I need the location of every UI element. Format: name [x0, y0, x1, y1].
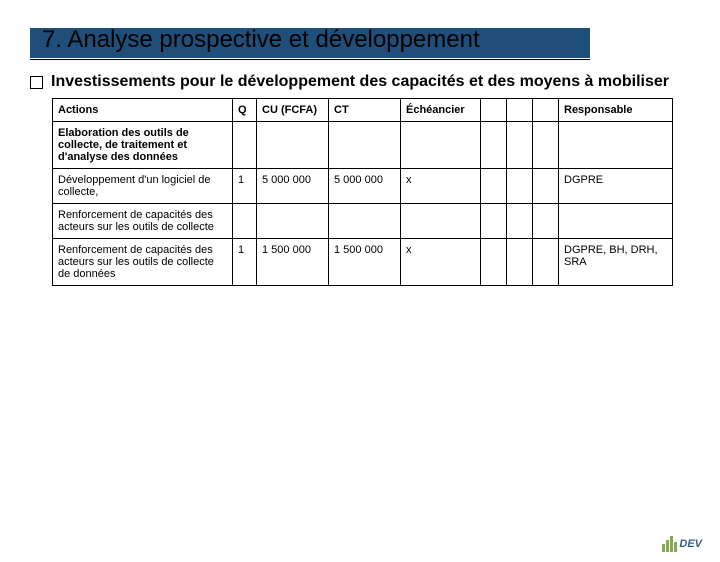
cell-e3	[507, 168, 533, 203]
table-row: Elaboration des outils de collecte, de t…	[53, 121, 673, 168]
th-e2	[481, 98, 507, 121]
cell-actions: Développement d'un logiciel de collecte,	[53, 168, 233, 203]
cell-e3	[507, 203, 533, 238]
th-actions: Actions	[53, 98, 233, 121]
cell-actions: Elaboration des outils de collecte, de t…	[53, 121, 233, 168]
table-row: Renforcement de capacités des acteurs su…	[53, 203, 673, 238]
cell-e2	[481, 238, 507, 285]
cell-e4	[533, 121, 559, 168]
th-q: Q	[233, 98, 257, 121]
cell-e4	[533, 168, 559, 203]
cell-ct	[329, 203, 401, 238]
cell-q	[233, 203, 257, 238]
th-cu: CU (FCFA)	[257, 98, 329, 121]
cell-resp	[559, 203, 673, 238]
cell-e2	[481, 121, 507, 168]
cell-e1	[401, 203, 481, 238]
cell-e2	[481, 168, 507, 203]
cell-e3	[507, 238, 533, 285]
cell-actions: Renforcement de capacités des acteurs su…	[53, 203, 233, 238]
th-e4	[533, 98, 559, 121]
cell-e1: x	[401, 168, 481, 203]
cell-e4	[533, 203, 559, 238]
table-row: Développement d'un logiciel de collecte,…	[53, 168, 673, 203]
th-ct: CT	[329, 98, 401, 121]
table-header-row: Actions Q CU (FCFA) CT Échéancier Respon…	[53, 98, 673, 121]
th-responsable: Responsable	[559, 98, 673, 121]
cell-e1: x	[401, 238, 481, 285]
cell-q: 1	[233, 238, 257, 285]
cell-resp	[559, 121, 673, 168]
cell-q: 1	[233, 168, 257, 203]
cell-ct: 5 000 000	[329, 168, 401, 203]
th-echeancier: Échéancier	[401, 98, 481, 121]
subtitle-row: Investissements pour le développement de…	[30, 72, 690, 92]
table-row: Renforcement de capacités des acteurs su…	[53, 238, 673, 285]
cell-e3	[507, 121, 533, 168]
footer-logo: DEV	[662, 536, 702, 552]
cell-ct	[329, 121, 401, 168]
cell-ct: 1 500 000	[329, 238, 401, 285]
cell-e4	[533, 238, 559, 285]
cell-resp: DGPRE	[559, 168, 673, 203]
cell-cu	[257, 121, 329, 168]
cell-cu: 1 500 000	[257, 238, 329, 285]
investments-table: Actions Q CU (FCFA) CT Échéancier Respon…	[52, 98, 673, 286]
cell-e2	[481, 203, 507, 238]
cell-actions: Renforcement de capacités des acteurs su…	[53, 238, 233, 285]
cell-q	[233, 121, 257, 168]
cell-resp: DGPRE, BH, DRH, SRA	[559, 238, 673, 285]
table-body: Elaboration des outils de collecte, de t…	[53, 121, 673, 285]
th-e3	[507, 98, 533, 121]
cell-e1	[401, 121, 481, 168]
cell-cu: 5 000 000	[257, 168, 329, 203]
subtitle-text: Investissements pour le développement de…	[51, 72, 669, 92]
logo-bars-icon	[662, 536, 677, 552]
checkbox-bullet-icon	[30, 76, 43, 89]
cell-cu	[257, 203, 329, 238]
title-banner: 7. Analyse prospective et développement	[30, 22, 690, 60]
page-title: 7. Analyse prospective et développement	[30, 22, 590, 60]
